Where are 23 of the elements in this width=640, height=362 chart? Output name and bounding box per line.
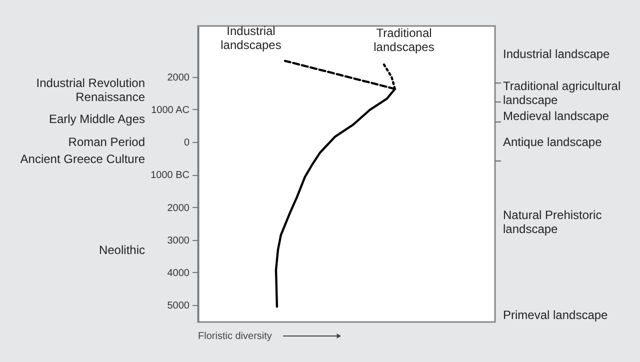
text: Natural Prehistoric landscape <box>503 208 602 236</box>
text: Antique landscape <box>503 135 602 149</box>
y-tick-label: 2000 <box>167 72 190 84</box>
text: Renaissance <box>76 90 146 104</box>
text: Ancient Greece Culture <box>20 152 146 166</box>
annotation: Industrial landscapes <box>220 24 282 52</box>
text: Industrial Revolution <box>36 76 145 90</box>
text: Primeval landscape <box>503 308 608 322</box>
y-tick-label: 2000 <box>167 202 190 214</box>
y-tick-label: 1000 BC <box>150 170 190 182</box>
y-tick-label: 1000 AC <box>151 104 190 116</box>
y-tick-label: 3000 <box>167 235 190 246</box>
text: Early Middle Ages <box>48 112 145 126</box>
text: Neolithic <box>98 243 145 257</box>
y-tick-label: 4000 <box>167 268 190 279</box>
text: Roman Period <box>68 135 145 149</box>
annotation: Traditional landscapes <box>374 26 434 54</box>
text: Medieval landscape <box>503 109 610 123</box>
y-tick-label: 0 <box>184 138 190 149</box>
x-axis-title: Floristic diversity <box>198 331 272 342</box>
y-tick-label: 5000 <box>167 300 190 312</box>
text: Industrial landscape <box>503 47 610 61</box>
text: Traditional agricultural landscape <box>503 79 621 107</box>
